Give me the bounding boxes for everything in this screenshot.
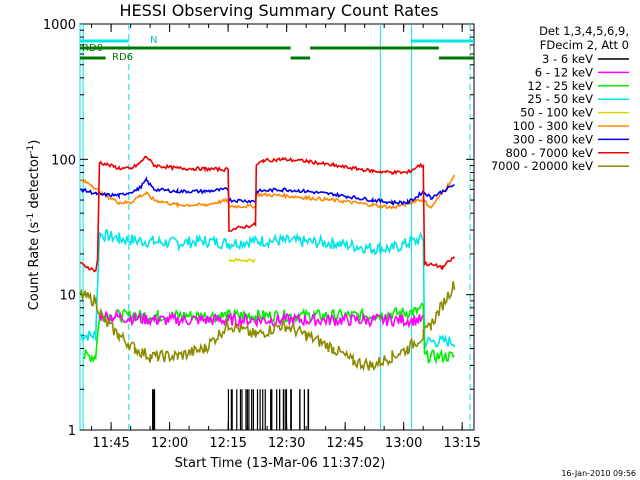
x-tick-label: 13:15 <box>443 436 480 451</box>
plot-area: RD0 RD6 N 1 10 100 1000 11:45 12:00 12:15 12:30 12:… <box>43 18 481 451</box>
legend-label: 6 - 12 keV <box>535 65 593 79</box>
chart-title: HESSI Observing Summary Count Rates <box>119 1 438 20</box>
x-tick-label: 11:45 <box>92 436 129 451</box>
y-tick-label: 10 <box>59 289 76 304</box>
legend-label: 25 - 50 keV <box>527 92 593 106</box>
series-line-yellow <box>228 257 256 263</box>
y-tick-label: 1000 <box>43 18 76 33</box>
x-axis-label: Start Time (13-Mar-06 11:37:02) <box>175 456 386 471</box>
legend-header-1: Det 1,3,4,5,6,9, <box>539 24 629 38</box>
legend-label: 50 - 100 keV <box>520 106 593 120</box>
series-line-orange <box>79 174 456 211</box>
legend-label: 800 - 7000 keV <box>505 146 593 160</box>
n-annotation: N <box>150 35 157 46</box>
x-tick-label: 12:00 <box>151 436 188 451</box>
rd0-annotation: RD0 <box>82 43 103 54</box>
y-tick-label: 100 <box>51 153 76 168</box>
series-line-olive <box>79 281 456 372</box>
x-tick-label: 13:00 <box>385 436 422 451</box>
series-line-blue <box>79 175 455 206</box>
rd6-annotation: RD6 <box>112 52 133 63</box>
y-axis-label: Count Rate (s-1 detector-1) <box>26 140 42 311</box>
x-tick-label: 12:45 <box>326 436 363 451</box>
series-line-red <box>79 155 456 273</box>
legend-label: 7000 - 20000 keV <box>491 159 593 173</box>
legend-label: 300 - 800 keV <box>513 132 593 146</box>
legend-label: 12 - 25 keV <box>527 79 593 93</box>
x-tick-label: 12:30 <box>268 436 305 451</box>
legend-label: 100 - 300 keV <box>513 119 593 133</box>
legend-label: 3 - 6 keV <box>542 52 593 66</box>
plot-frame <box>79 23 475 431</box>
series-line-magenta <box>98 308 424 329</box>
y-tick-label: 1 <box>68 424 76 439</box>
series-line-cyan <box>79 229 456 349</box>
timestamp: 16-Jan-2010 09:56 <box>561 469 636 478</box>
legend-header-2: FDecim 2, Att 0 <box>540 38 629 52</box>
x-tick-label: 12:15 <box>209 436 246 451</box>
